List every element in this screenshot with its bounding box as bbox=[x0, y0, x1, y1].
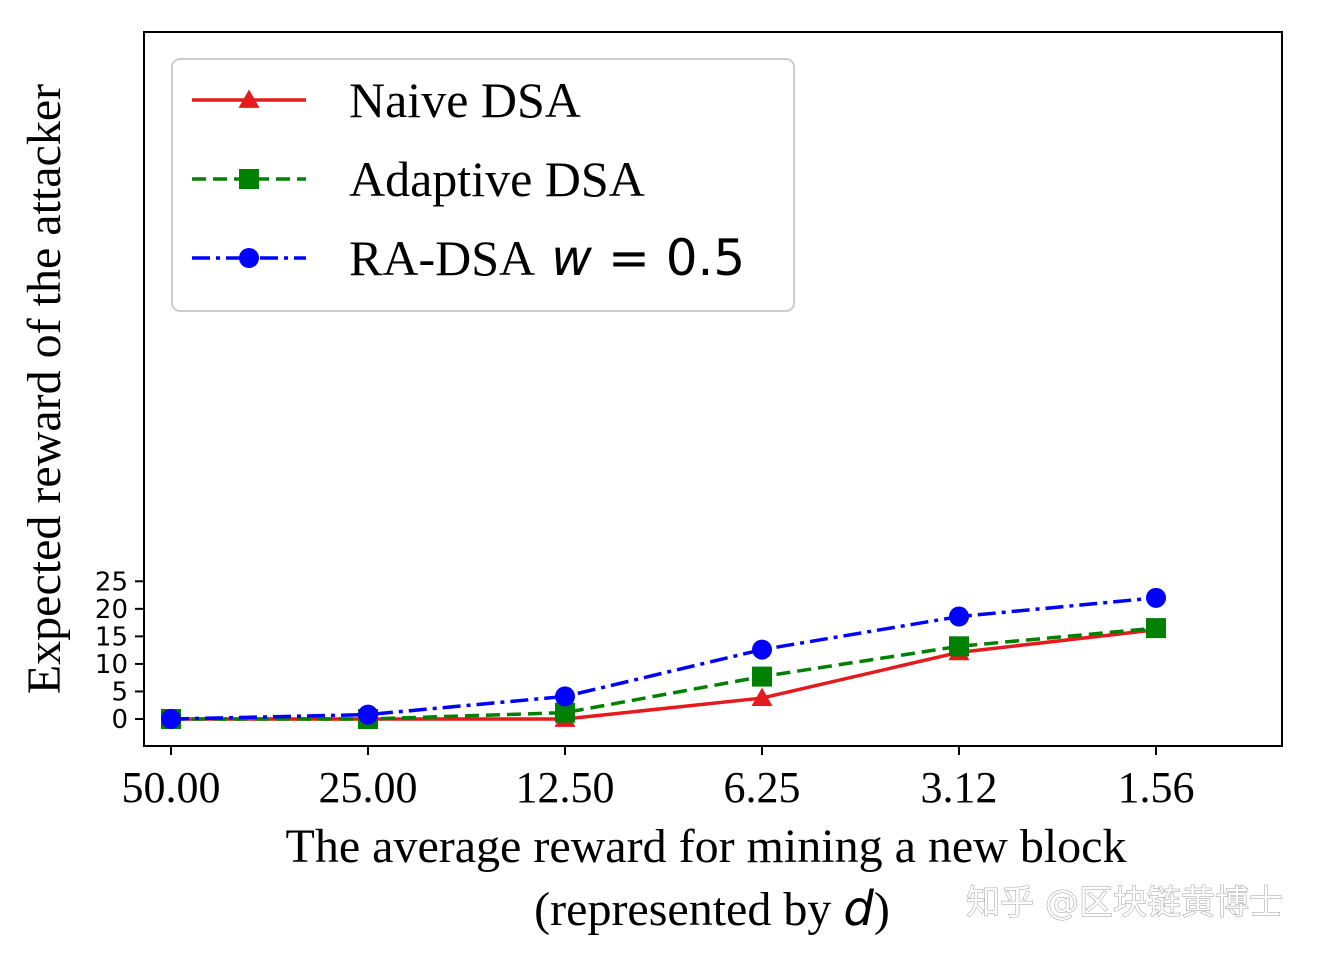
y-tick-label: 0 bbox=[111, 705, 128, 735]
x-tick-label: 6.25 bbox=[724, 763, 801, 812]
x-axis-title-post: ) bbox=[874, 883, 890, 936]
x-tick-label: 3.12 bbox=[921, 763, 998, 812]
x-axis-title-var: d bbox=[843, 881, 874, 937]
x-axis: 50.00 25.00 12.50 6.25 3.12 1.56 bbox=[122, 746, 1195, 812]
y-tick-label: 20 bbox=[95, 595, 128, 625]
data-point bbox=[949, 636, 969, 657]
data-point bbox=[555, 686, 575, 707]
data-point bbox=[752, 639, 772, 660]
data-point bbox=[751, 687, 773, 706]
plot-frame bbox=[143, 31, 1283, 747]
series-3 bbox=[161, 587, 1166, 729]
series-line bbox=[170, 596, 1157, 721]
data-point bbox=[161, 709, 181, 729]
x-tick-label: 12.50 bbox=[516, 763, 615, 812]
legend-label: Naive DSA bbox=[349, 72, 581, 128]
series-1 bbox=[160, 619, 1167, 727]
plot-area bbox=[160, 587, 1167, 729]
series-line bbox=[171, 628, 1157, 721]
legend-marker bbox=[238, 89, 260, 108]
y-tick-label: 10 bbox=[95, 650, 128, 680]
x-axis-title-line1: The average reward for mining a new bloc… bbox=[286, 820, 1127, 873]
series-2 bbox=[161, 618, 1166, 729]
y-axis-title: Expected reward of the attacker bbox=[18, 84, 71, 694]
y-tick-label: 5 bbox=[111, 677, 128, 707]
watermark: 知乎 @区块链黄博士 bbox=[966, 883, 1283, 923]
data-point bbox=[555, 702, 575, 723]
data-point bbox=[1146, 618, 1166, 639]
data-point bbox=[752, 666, 772, 687]
x-tick-label: 25.00 bbox=[319, 763, 418, 812]
x-tick-label: 1.56 bbox=[1118, 763, 1195, 812]
legend-marker bbox=[239, 248, 259, 268]
data-point bbox=[358, 704, 378, 725]
series-line bbox=[171, 626, 1157, 721]
data-point bbox=[949, 606, 969, 627]
x-axis-title-line2: (represented by d) bbox=[534, 881, 890, 937]
x-tick-label: 50.00 bbox=[122, 763, 221, 812]
x-axis-title-pre: (represented by bbox=[534, 883, 843, 936]
legend-marker bbox=[239, 169, 259, 189]
y-tick-label: 15 bbox=[95, 622, 128, 652]
data-point bbox=[1146, 587, 1166, 608]
legend-box bbox=[171, 58, 795, 312]
legend-label: Adaptive DSA bbox=[349, 151, 645, 207]
y-tick-label: 25 bbox=[95, 567, 128, 597]
